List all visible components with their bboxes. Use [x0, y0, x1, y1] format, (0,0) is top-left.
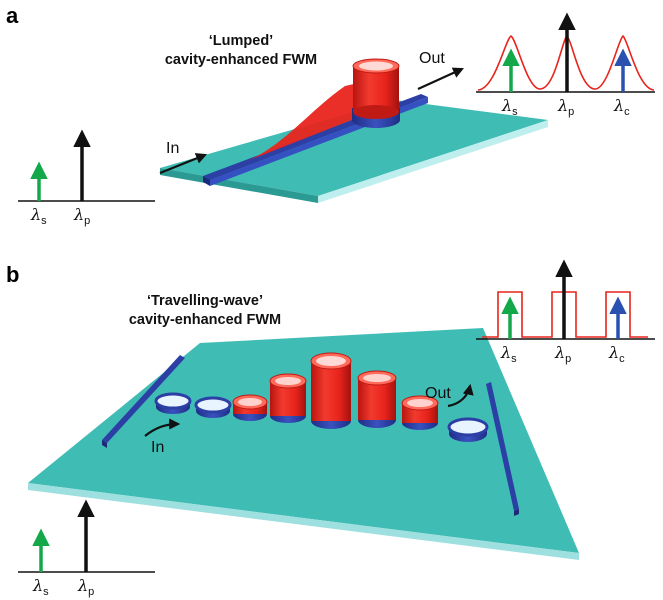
lambda-c-label-b-out: λc — [609, 343, 625, 366]
lambda-p-sub: p — [565, 353, 572, 366]
panel-b-title: ‘Travelling-wave’ cavity-enhanced FWM — [105, 292, 305, 330]
in-label-a: In — [166, 140, 180, 157]
out-label-b: Out — [425, 385, 451, 402]
panel-b-title-line1: ‘Travelling-wave’ — [146, 293, 264, 309]
lambda-c-sub: c — [619, 353, 625, 366]
lambda-p-sub: p — [84, 215, 91, 228]
ring-7 — [401, 395, 439, 430]
out-label-a: Out — [419, 50, 445, 67]
panel-a-title-line1: ‘Lumped’ — [208, 33, 274, 49]
lambda-p-sub: p — [88, 586, 95, 599]
ring-5 — [310, 352, 352, 429]
lambda-p-label-a-in: λp — [74, 205, 91, 228]
substrate-a — [160, 100, 548, 196]
lambda-s-label-a-out: λs — [502, 96, 518, 119]
lambda-p-sub: p — [568, 106, 575, 119]
in-arrow-b — [144, 418, 181, 437]
output-spectrum-a — [476, 12, 655, 93]
ring-chain-b — [154, 352, 489, 442]
panel-a-title: ‘Lumped’ cavity-enhanced FWM — [146, 32, 336, 70]
cavity-field-a — [353, 66, 399, 112]
input-spectrum-a — [18, 129, 155, 202]
in-arrow-a — [159, 153, 208, 175]
panel-b — [18, 259, 655, 573]
lambda-s-sub: s — [43, 586, 49, 599]
lambda-p-label-a-out: λp — [558, 96, 575, 119]
lambda-s-sub: s — [511, 353, 517, 366]
lambda-s-label-b-out: λs — [501, 343, 517, 366]
panel-a — [18, 12, 655, 203]
panel-label-a: a — [6, 3, 19, 28]
ring-1 — [154, 392, 192, 414]
substrate-a-edge — [160, 168, 318, 203]
ring-4 — [269, 373, 307, 423]
ring-6 — [357, 370, 397, 428]
lambda-p-label-b-out: λp — [555, 343, 572, 366]
lambda-s-sub: s — [512, 106, 518, 119]
lambda-s-label-b-in: λs — [33, 576, 49, 599]
ring-3 — [232, 394, 268, 421]
lambda-c-sub: c — [624, 106, 630, 119]
field-profile-a — [240, 80, 372, 164]
waveguide-b-left — [102, 355, 185, 443]
waveguide-b-right — [486, 382, 519, 511]
input-spectrum-b — [18, 499, 155, 573]
substrate-b-edge — [28, 483, 579, 560]
panel-label-b: b — [6, 262, 20, 287]
output-spectrum-b — [476, 259, 655, 340]
panel-b-title-line2: cavity-enhanced FWM — [128, 312, 282, 328]
lambda-s-sub: s — [41, 215, 47, 228]
out-arrow-b — [447, 383, 474, 408]
out-arrow-a — [417, 67, 465, 91]
in-label-b: In — [151, 439, 165, 456]
lambda-c-label-a-out: λc — [614, 96, 630, 119]
ring-2 — [194, 396, 232, 418]
lambda-p-label-b-in: λp — [78, 576, 95, 599]
panel-a-title-line2: cavity-enhanced FWM — [164, 52, 318, 68]
lambda-s-label-a-in: λs — [31, 205, 47, 228]
substrate-b — [28, 328, 579, 553]
ring-8 — [447, 417, 489, 442]
